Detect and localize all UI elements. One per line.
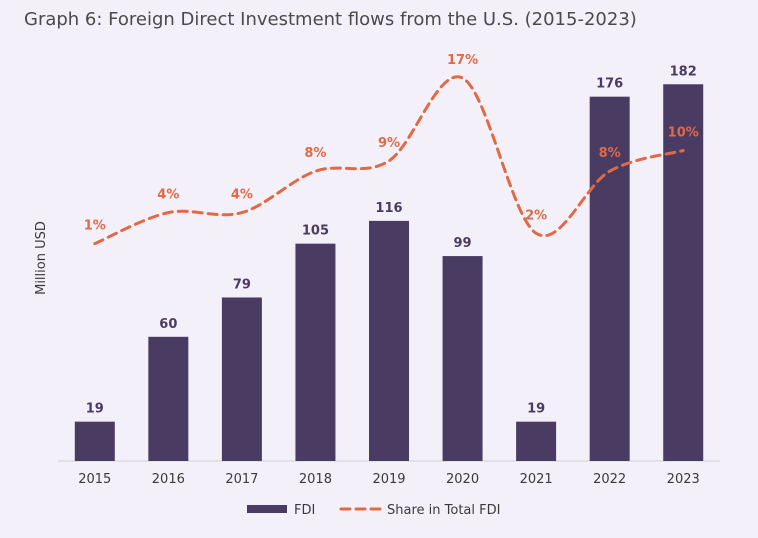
legend-fdi-label: FDI — [294, 503, 315, 518]
x-tick-2022: 2022 — [593, 472, 626, 487]
share-line — [93, 75, 685, 246]
bars-layer — [74, 84, 704, 462]
bar-2022 — [589, 96, 630, 462]
data-labels-layer: 19 60 79 105 116 99 19 176 182 1% 4% 4% 8% 9% 17% 2% 8% 1… — [84, 53, 699, 417]
x-tick-2020: 2020 — [446, 472, 479, 487]
legend-share-label: Share in Total FDI — [387, 503, 500, 518]
x-tick-2018: 2018 — [299, 472, 332, 487]
bar-2021 — [516, 421, 557, 461]
x-tick-2021: 2021 — [520, 472, 553, 487]
x-tick-2017: 2017 — [225, 472, 258, 487]
bar-label-2015: 19 — [86, 402, 104, 417]
y-axis-label: Million USD — [34, 221, 49, 295]
share-line-layer — [93, 75, 685, 246]
x-tick-2023: 2023 — [667, 472, 700, 487]
legend: FDI Share in Total FDI — [247, 503, 500, 518]
share-label-2018: 8% — [304, 146, 326, 161]
bar-label-2020: 99 — [454, 236, 472, 251]
share-label-2021: 2% — [525, 208, 547, 223]
x-tick-2016: 2016 — [152, 472, 185, 487]
share-label-2019: 9% — [378, 136, 400, 151]
x-tick-2015: 2015 — [78, 472, 111, 487]
share-label-2016: 4% — [157, 188, 179, 203]
bar-label-2021: 19 — [527, 402, 545, 417]
bar-2019 — [369, 220, 409, 461]
legend-fdi-swatch — [247, 505, 287, 513]
bar-2023 — [663, 84, 704, 461]
bar-2020 — [442, 256, 483, 461]
share-label-2022: 8% — [599, 146, 621, 161]
share-label-2023: 10% — [668, 126, 699, 141]
bar-label-2017: 79 — [233, 277, 251, 292]
bar-2016 — [148, 336, 189, 461]
bar-label-2022: 176 — [596, 77, 623, 92]
share-label-2015: 1% — [84, 219, 106, 234]
bar-label-2016: 60 — [159, 317, 177, 332]
chart-title: Graph 6: Foreign Direct Investment flows… — [24, 9, 637, 30]
share-label-2017: 4% — [231, 188, 253, 203]
bar-label-2019: 116 — [375, 201, 402, 216]
bar-label-2018: 105 — [302, 224, 329, 239]
bar-2015 — [74, 421, 115, 461]
share-label-2020: 17% — [447, 53, 478, 68]
bar-2017 — [221, 297, 262, 461]
bar-2018 — [295, 243, 336, 461]
bar-label-2023: 182 — [670, 64, 697, 79]
x-ticks-layer: 2015 2016 2017 2018 2019 2020 2021 2022 2023 — [78, 472, 700, 487]
x-tick-2019: 2019 — [372, 472, 405, 487]
